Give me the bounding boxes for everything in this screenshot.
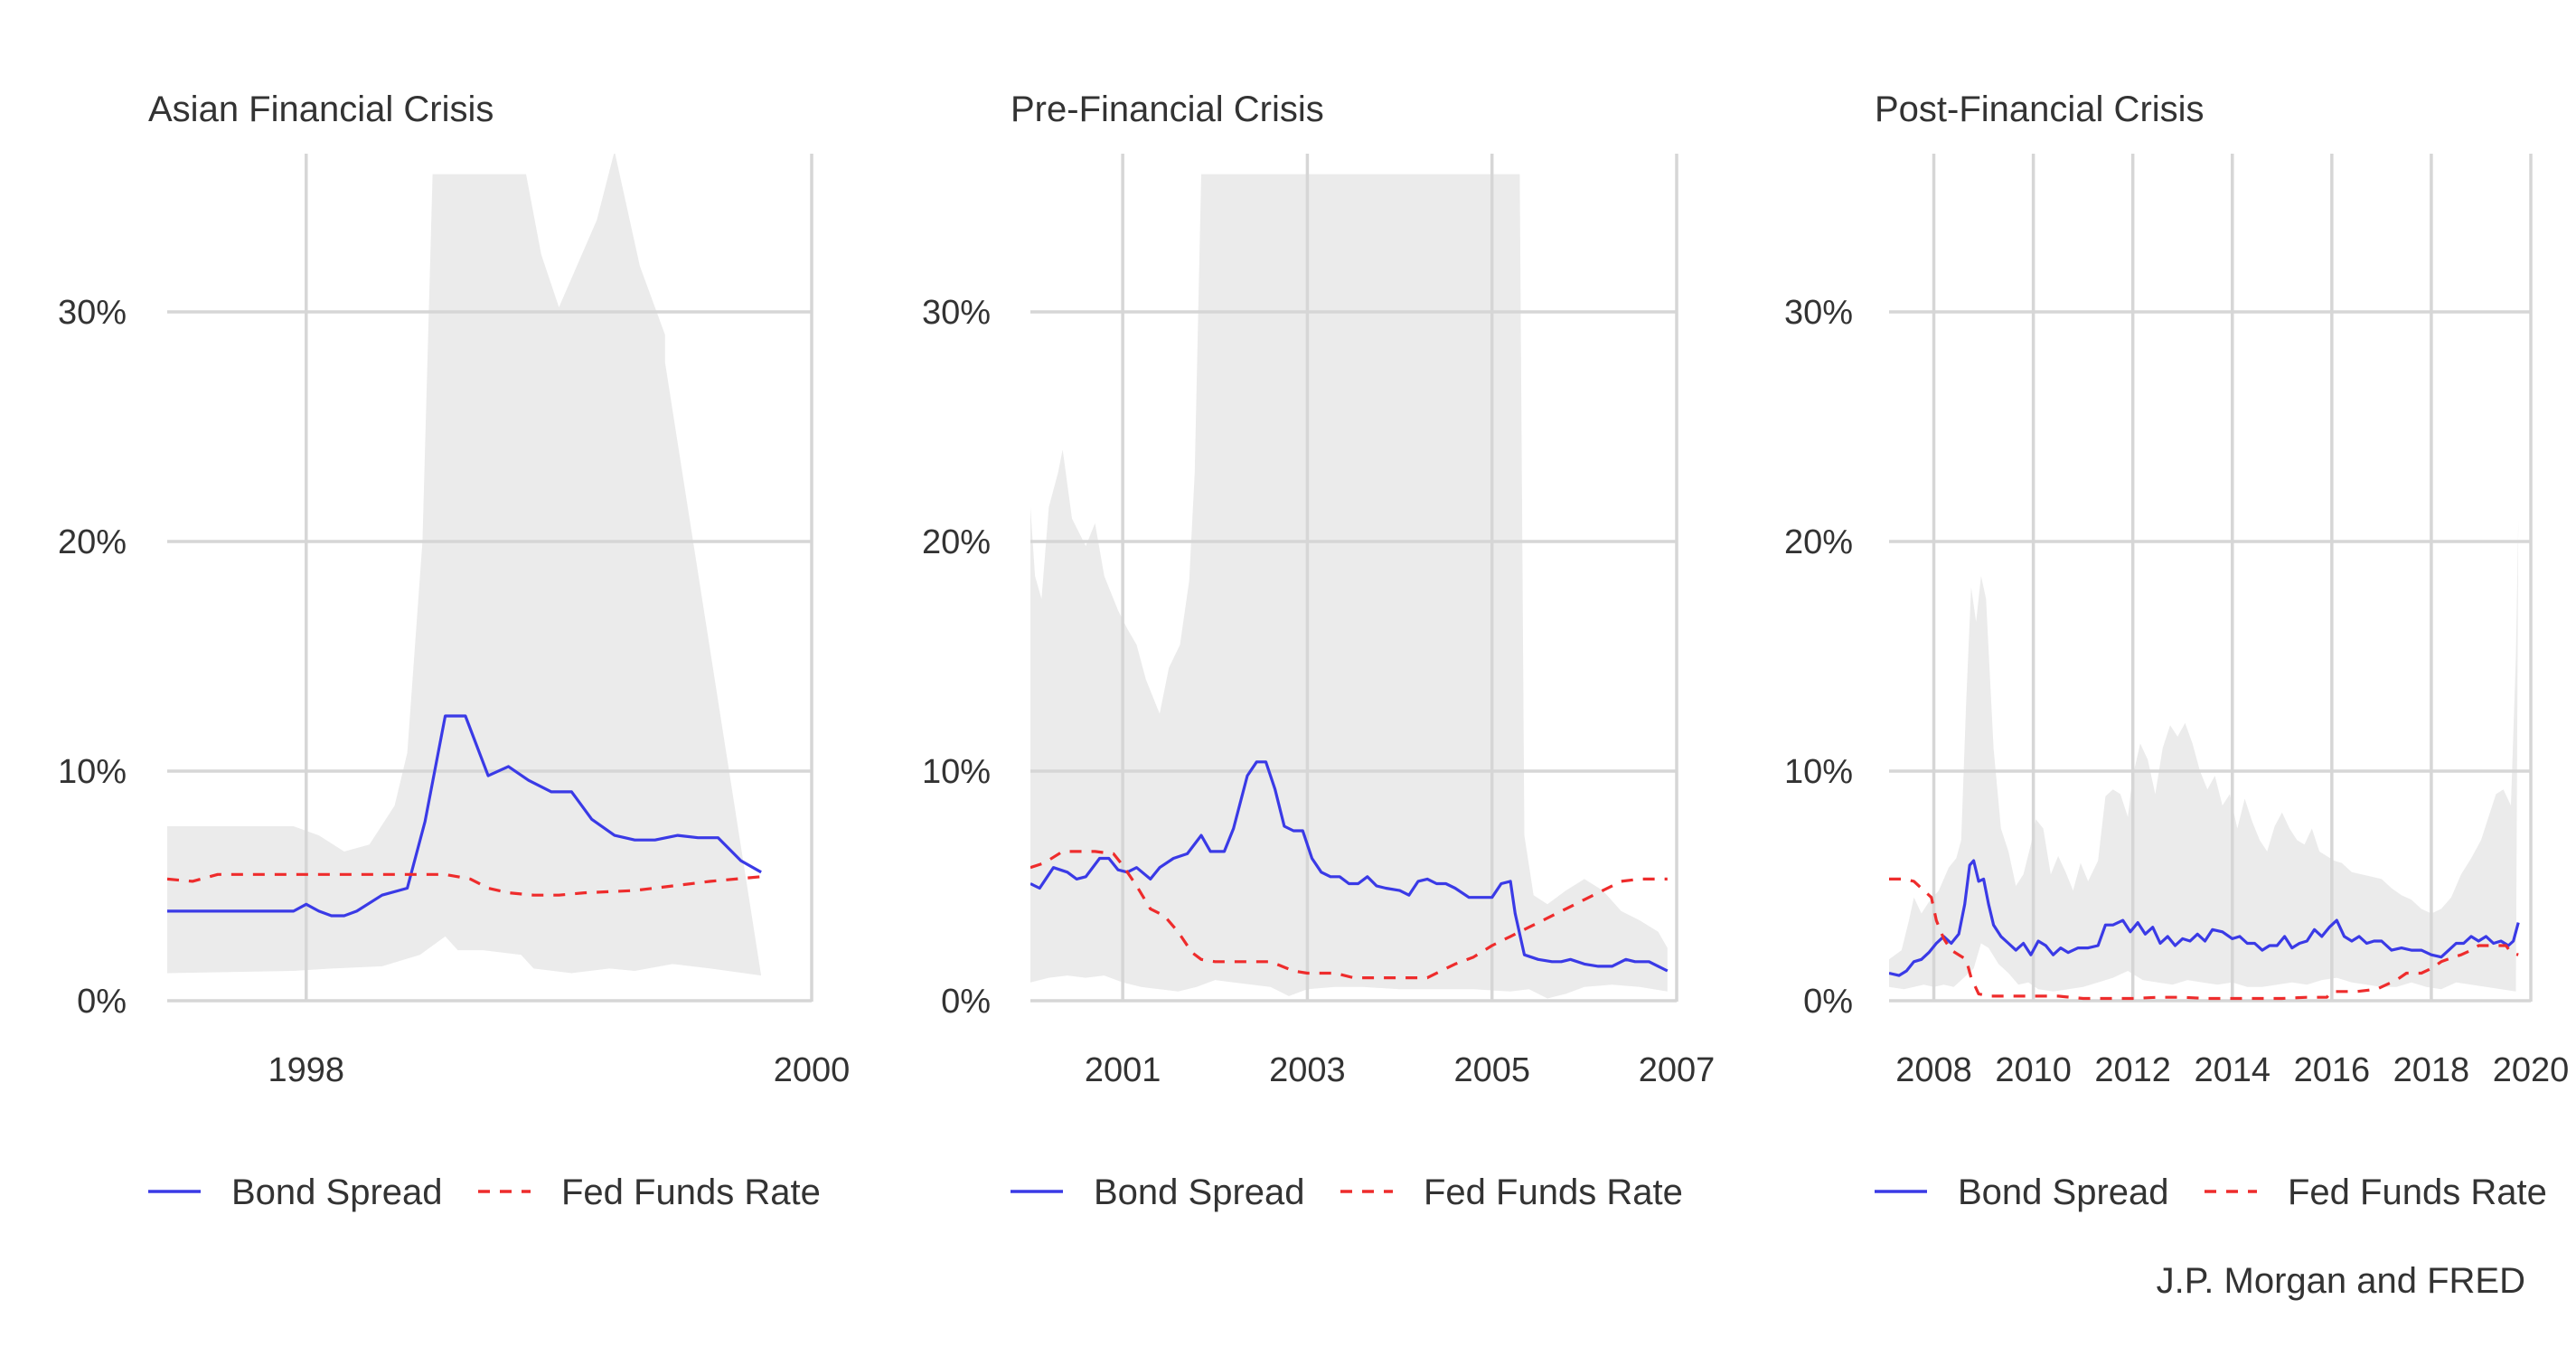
bond-spread-line [1889,859,2520,977]
source-caption: J.P. Morgan and FRED [2157,1261,2525,1301]
y-tick-label: 10% [922,753,991,791]
x-tick-label: 2020 [2493,1051,2570,1089]
y-tick-label: 20% [58,523,127,561]
legend-label-bond-spread: Bond Spread [1958,1172,2169,1212]
fed-funds-rate-line [167,872,762,897]
x-tick-label: 2008 [1895,1051,1972,1089]
x-tick-label: 2001 [1085,1051,1161,1089]
x-tick-label: 2018 [2393,1051,2470,1089]
legend-label-bond-spread: Bond Spread [231,1172,443,1212]
legend-label-fed-funds-rate: Fed Funds Rate [2288,1172,2547,1212]
y-tick-label: 0% [77,983,127,1021]
panel-title: Post-Financial Crisis [1875,89,2205,129]
panel-2: 0% 10% 20% 30% 2001 2003 2005 2007 Pre-Financial… [922,89,1715,1212]
y-tick-label: 30% [58,294,127,332]
y-tick-label: 20% [1784,523,1853,561]
bond-spread-line [167,714,762,918]
x-tick-label: 2007 [1639,1051,1716,1089]
panels: 0% 10% 20% 30% 1998 2000 Asian Financial Crisi… [58,89,2569,1212]
y-tick-label: 30% [1784,294,1853,332]
x-tick-label: 2010 [1995,1051,2072,1089]
y-tick-label: 0% [941,983,991,1021]
y-tick-label: 30% [922,294,991,332]
fed-funds-rate-line [1889,877,2519,1001]
legend-label-fed-funds-rate: Fed Funds Rate [561,1172,821,1212]
legend-label-bond-spread: Bond Spread [1094,1172,1305,1212]
range-band [1030,174,1668,999]
bond-spread-line [1030,760,1669,973]
panel-title: Pre-Financial Crisis [1011,89,1324,129]
y-tick-label: 20% [922,523,991,561]
y-tick-label: 0% [1803,983,1853,1021]
panel-3: 0% 10% 20% 30% 2008 2010 2012 2014 2016 2018 2020 P… [1784,89,2569,1212]
legend-label-fed-funds-rate: Fed Funds Rate [1424,1172,1683,1212]
x-tick-label: 2003 [1269,1051,1346,1089]
range-band [1889,518,2519,992]
panel-title: Asian Financial Crisis [148,89,494,129]
y-tick-label: 10% [1784,753,1853,791]
x-tick-label: 2000 [774,1051,851,1089]
x-tick-label: 2012 [2094,1051,2171,1089]
y-tick-label: 10% [58,753,127,791]
panel-1: 0% 10% 20% 30% 1998 2000 Asian Financial Crisi… [58,89,850,1212]
x-tick-label: 2016 [2294,1051,2371,1089]
x-tick-label: 1998 [268,1051,345,1089]
fed-funds-rate-line [1030,850,1668,980]
x-tick-label: 2005 [1453,1051,1530,1089]
x-tick-label: 2014 [2194,1051,2270,1089]
